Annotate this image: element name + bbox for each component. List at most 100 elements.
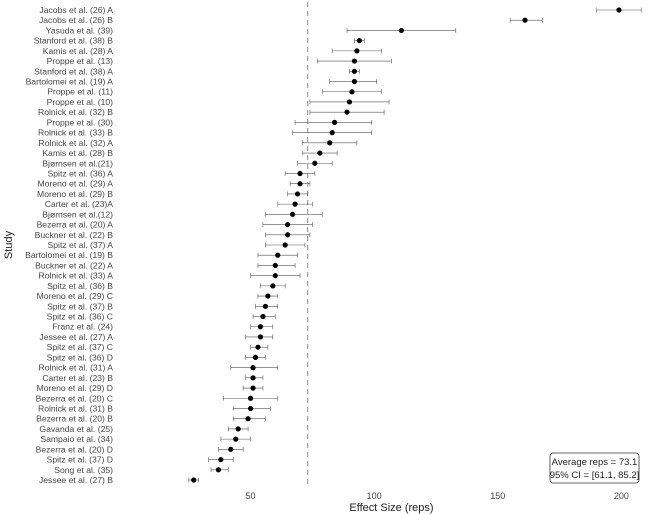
study-row: [257, 262, 296, 269]
effect-point: [398, 27, 404, 34]
effect-point: [351, 68, 358, 74]
study-label: Spitz et al. (37) D: [47, 455, 113, 465]
y-axis-title: Study: [3, 230, 15, 259]
effect-point: [250, 365, 256, 371]
study-label: Song et al. (35): [54, 465, 113, 475]
effect-point: [245, 416, 251, 422]
effect-point: [233, 436, 239, 442]
effect-point: [255, 344, 261, 350]
study-label: Spitz et al. (36) C: [47, 312, 113, 322]
study-row: [309, 109, 385, 115]
study-row: [245, 375, 264, 381]
study-label: Rolnick et al. (33) A: [38, 271, 113, 281]
effect-point: [260, 313, 266, 320]
study-label: Carter et al. (23)A: [45, 199, 114, 209]
effect-point: [275, 252, 281, 258]
study-row: [228, 426, 249, 432]
effect-point: [265, 293, 271, 299]
study-row: [509, 17, 543, 23]
study-row: [302, 150, 338, 156]
study-label: Spitz et al. (36) D: [47, 352, 113, 362]
effect-point: [257, 334, 264, 340]
study-label: Rolnick et al. (32) B: [38, 107, 113, 117]
study-row: [230, 365, 279, 371]
study-label: Spitz et al. (37) B: [47, 301, 113, 311]
effect-point: [297, 181, 303, 187]
study-row: [252, 313, 276, 320]
study-row: [329, 78, 377, 85]
study-row: [245, 354, 266, 360]
summary-average: Average reps = 73.1: [552, 457, 638, 468]
study-row: [218, 446, 244, 452]
effect-point: [616, 7, 622, 13]
effect-point: [292, 201, 298, 207]
effect-point: [327, 140, 333, 146]
study-label: Moreno et al. (29) D: [37, 383, 113, 393]
effect-point: [285, 232, 291, 238]
study-label: Proppe et al. (10): [47, 97, 114, 107]
study-label: Moreno et al. (29) B: [37, 189, 113, 199]
effect-point: [228, 446, 234, 452]
study-row: [277, 201, 313, 207]
study-label: Stanford et al. (38) A: [34, 66, 113, 76]
study-row: [287, 191, 308, 197]
study-label: Sampaio et al. (34): [40, 434, 113, 444]
study-row: [257, 293, 279, 299]
x-axis-title: Effect Size (reps): [349, 502, 433, 514]
effect-point: [250, 375, 256, 381]
study-label: Proppe et al. (11): [47, 87, 113, 97]
study-label: Gavanda et al. (25): [39, 424, 113, 434]
study-label: Rolnick et al. (33) B: [38, 128, 113, 138]
effect-point: [252, 354, 259, 360]
study-row: [349, 68, 360, 74]
x-axis-ticks-layer: 50 100 150 200: [246, 491, 629, 501]
study-row: [596, 7, 642, 13]
study-label: Franz et al. (24): [52, 322, 113, 332]
summary-box: Average reps = 73.1 95% CI = [61.1, 85.2…: [549, 452, 640, 484]
study-label: Buckner et al. (22) A: [35, 260, 113, 270]
effect-point: [272, 262, 278, 269]
study-row: [265, 242, 306, 248]
study-label: Moreno et al. (29) C: [37, 291, 113, 301]
study-label: Bezerra et al. (20) A: [37, 220, 114, 230]
study-label: Yasuda et al. (39): [46, 25, 113, 35]
study-row: [354, 38, 365, 44]
study-row: [321, 89, 382, 95]
effect-point: [522, 17, 528, 23]
study-row: [317, 58, 392, 64]
effect-point: [317, 150, 323, 156]
study-label: Rolnick et al. (31) B: [38, 403, 113, 413]
study-label: Proppe et al. (13): [47, 56, 114, 66]
study-label: Stanford et al. (38) B: [34, 36, 114, 46]
x-tick-label: 50: [246, 491, 256, 501]
study-label: Jacobs et al. (26) B: [39, 15, 113, 25]
study-label: Jessee et al. (27) B: [39, 475, 113, 485]
study-label: Kamis et al. (28) A: [43, 46, 113, 56]
summary-ci: 95% CI = [61.1, 85.2]: [550, 470, 640, 481]
study-row: [265, 232, 311, 238]
study-label: Spitz et al. (36) B: [47, 281, 113, 291]
study-label: Bjørnsen et al.(12): [42, 209, 113, 219]
study-row: [284, 170, 316, 177]
effect-point: [250, 385, 256, 391]
study-row: [245, 334, 274, 340]
effect-point: [297, 170, 303, 177]
effect-point: [270, 283, 276, 289]
effect-point: [191, 477, 197, 483]
effect-point: [235, 426, 241, 432]
study-label: Rolnick et al. (32) A: [38, 138, 113, 148]
effect-point: [272, 273, 278, 279]
effect-point: [285, 221, 291, 228]
summary-box-border: [549, 452, 640, 484]
study-row: [242, 385, 264, 391]
study-label: Proppe et al. (30): [47, 117, 114, 127]
effect-point: [218, 456, 224, 463]
study-label: Bartolomei et al. (19) A: [26, 77, 114, 87]
effect-point: [312, 160, 318, 166]
study-label: Bezerra et al. (20) C: [36, 393, 113, 403]
x-tick-label: 200: [614, 491, 629, 501]
study-row: [255, 303, 279, 309]
effect-point: [346, 99, 353, 105]
